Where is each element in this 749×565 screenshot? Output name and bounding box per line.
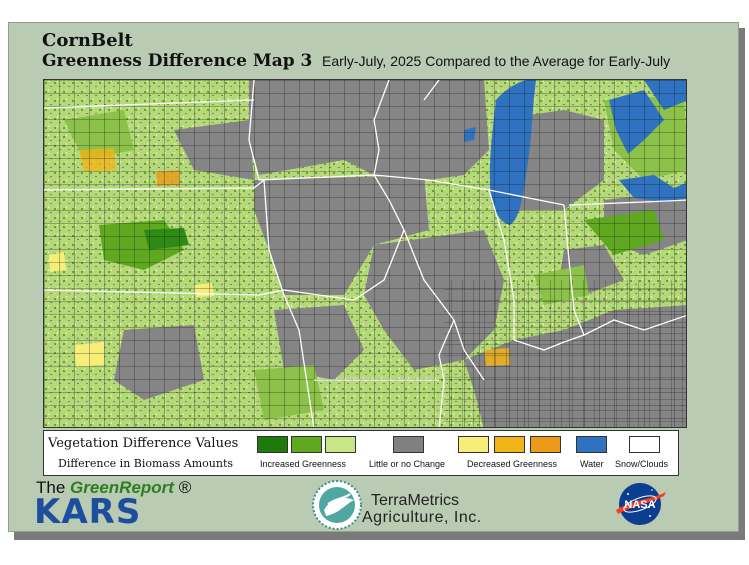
swatch-decreased-dark bbox=[530, 436, 561, 453]
swatch-snow-clouds bbox=[629, 436, 660, 453]
legend-label-water: Water bbox=[580, 459, 604, 469]
legend-label-increased: Increased Greenness bbox=[260, 459, 347, 469]
swatch-increased-mid bbox=[291, 436, 322, 453]
legend-title: Vegetation Difference Values bbox=[48, 436, 239, 451]
state-borders bbox=[44, 80, 686, 427]
map-period: Early-July, 2025 Compared to the Average… bbox=[322, 53, 671, 69]
map-canvas bbox=[44, 80, 686, 427]
nasa-logo-icon: NASA bbox=[616, 483, 666, 525]
legend-label-decreased: Decreased Greenness bbox=[467, 459, 558, 469]
legend-subtitle: Difference in Biomass Amounts bbox=[58, 457, 234, 470]
map-title: CornBelt bbox=[42, 30, 133, 51]
swatch-increased-dark bbox=[257, 436, 288, 453]
swatch-water bbox=[576, 436, 607, 453]
kars-logo: KARS bbox=[34, 492, 142, 532]
map-subtitle: Greenness Difference Map 3 bbox=[42, 51, 313, 71]
greenness-map bbox=[43, 79, 687, 428]
swatch-decreased-mid bbox=[494, 436, 525, 453]
terrametrics-subtitle: Agriculture, Inc. bbox=[362, 509, 482, 526]
terrametrics-globe-icon bbox=[312, 480, 362, 530]
map-legend: Vegetation Difference Values Difference … bbox=[43, 430, 679, 476]
green-report-prefix: The bbox=[36, 478, 71, 497]
green-report-name: GreenReport bbox=[70, 478, 174, 497]
swatch-increased-light bbox=[325, 436, 356, 453]
swatch-decreased-light bbox=[458, 436, 489, 453]
legend-label-snow-clouds: Snow/Clouds bbox=[615, 459, 669, 469]
registered-mark: ® bbox=[178, 478, 192, 497]
nasa-wordmark: NASA bbox=[624, 499, 655, 511]
swatch-no-change bbox=[393, 436, 424, 453]
terrametrics-name: TerraMetrics bbox=[371, 492, 460, 509]
legend-label-no-change: Little or no Change bbox=[369, 459, 446, 469]
county-lines-east bbox=[444, 280, 686, 427]
green-report-logo: The GreenReport ® bbox=[36, 478, 191, 498]
